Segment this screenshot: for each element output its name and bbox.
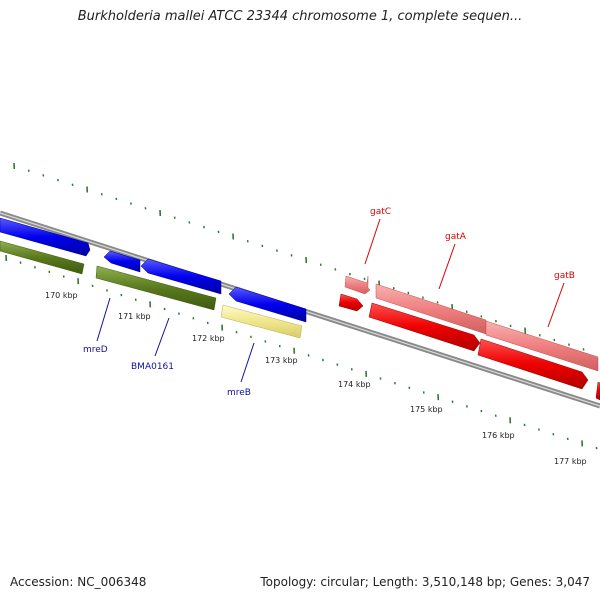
tick-track — [5, 162, 598, 450]
gene-arrow-mreB[interactable] — [228, 286, 307, 323]
gene-label-BMA0161[interactable]: BMA0161 — [131, 362, 174, 372]
gene-labels: gatC gatA gatB mreD BMA0161 mreB — [83, 207, 575, 398]
gene-label-leaders — [96, 218, 565, 383]
gene-arrow-mreD[interactable] — [103, 250, 141, 273]
gene-label-gatB[interactable]: gatB — [554, 271, 575, 281]
kbp-label: 171 kbp — [118, 312, 151, 321]
gene-arrow-gatC[interactable] — [344, 275, 371, 295]
gene-label-gatA[interactable]: gatA — [445, 232, 467, 242]
kbp-labels: 170 kbp 171 kbp 172 kbp 173 kbp 174 kbp 175 k… — [45, 291, 587, 466]
forward-strand-genes — [344, 275, 599, 372]
sequence-summary: Topology: circular; Length: 3,510,148 bp… — [260, 575, 590, 589]
gene-label-gatC[interactable]: gatC — [370, 207, 391, 217]
kbp-label: 177 kbp — [554, 457, 587, 466]
map-title: Burkholderia mallei ATCC 23344 chromosom… — [77, 9, 523, 24]
gene-arrow-yellow[interactable] — [220, 304, 303, 339]
gene-arrow-red-small[interactable] — [338, 293, 364, 312]
lower-strand-genes — [0, 217, 600, 401]
kbp-label: 175 kbp — [410, 405, 443, 414]
gene-arrow-red-3[interactable] — [595, 381, 600, 401]
gene-arrow-green-1[interactable] — [0, 240, 85, 275]
kbp-label: 176 kbp — [482, 431, 515, 440]
gene-arrow-red-1[interactable] — [368, 302, 481, 352]
kbp-label: 172 kbp — [192, 334, 225, 343]
kbp-label: 173 kbp — [265, 356, 298, 365]
gene-arrow-blue-1[interactable] — [0, 217, 91, 257]
kbp-label: 174 kbp — [338, 380, 371, 389]
kbp-label: 170 kbp — [45, 291, 78, 300]
gene-label-mreB[interactable]: mreB — [227, 388, 251, 398]
accession-text: Accession: NC_006348 — [10, 575, 147, 589]
gene-arrow-green-2[interactable] — [95, 265, 217, 311]
gene-arrow-gatB[interactable] — [485, 320, 599, 372]
gene-arrow-BMA0161[interactable] — [140, 258, 222, 295]
gene-arrow-red-2[interactable] — [477, 338, 589, 390]
gene-label-mreD[interactable]: mreD — [83, 345, 108, 355]
